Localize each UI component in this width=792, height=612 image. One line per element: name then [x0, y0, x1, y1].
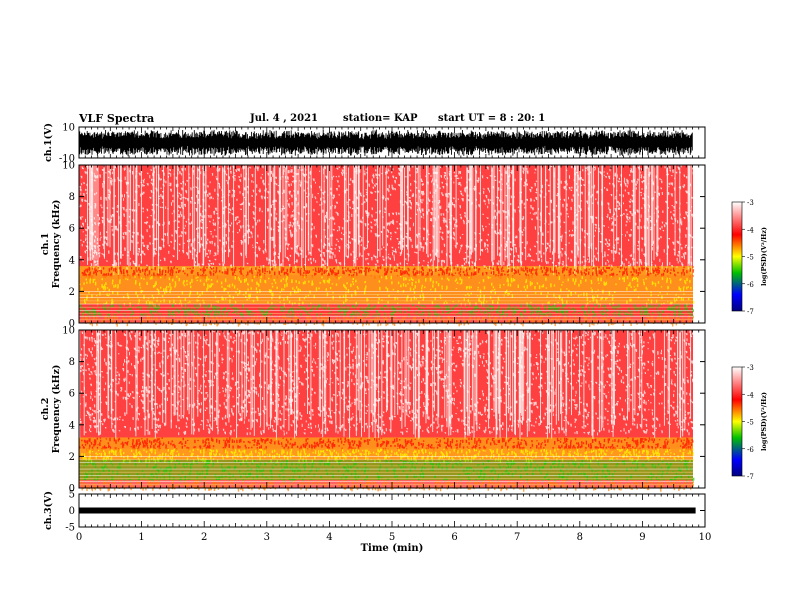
- y-tick-label: 2: [69, 287, 75, 298]
- y-axis-label: ch.1(V): [43, 123, 54, 162]
- x-tick-label: 3: [264, 532, 270, 543]
- y-tick-label: 5: [69, 490, 75, 501]
- colorbar-tick-label: -3: [747, 364, 754, 372]
- station-label: station= KAP: [343, 113, 418, 124]
- spectrogram-band-noise: [79, 480, 694, 492]
- y-axis-label: ch.1Frequency (kHz): [40, 200, 62, 289]
- spectrogram-band-noise: [79, 304, 694, 319]
- y-tick-label: 0: [69, 506, 75, 517]
- x-tick-label: 4: [326, 532, 332, 543]
- y-tick-label: 4: [69, 420, 75, 431]
- x-tick-label: 10: [699, 532, 712, 543]
- colorbar-tick-label: -5: [747, 254, 754, 262]
- y-tick-label: 10: [62, 123, 75, 134]
- colorbar-label: log(PSD)(V²/Hz): [760, 227, 768, 286]
- spectrogram-band: [79, 266, 693, 276]
- y-tick-label: 10: [62, 326, 75, 337]
- colorbar-tick-label: -7: [747, 308, 754, 316]
- spectrogram-band-noise: [79, 459, 695, 484]
- date-label: Jul. 4 , 2021: [250, 113, 318, 124]
- colorbar-tick-label: -6: [747, 281, 754, 289]
- colorbar-tick-label: -4: [747, 226, 754, 234]
- colorbar: [731, 201, 743, 312]
- x-tick-label: 6: [451, 532, 457, 543]
- ch3-signal-series: [79, 507, 696, 514]
- y-tick-label: 10: [62, 161, 75, 172]
- x-tick-label: 2: [201, 532, 207, 543]
- start-time-label: start UT = 8 : 20: 1: [438, 113, 546, 124]
- x-tick-label: 7: [514, 532, 520, 543]
- ch1-waveform-series: [78, 129, 693, 157]
- x-axis-label: Time (min): [361, 543, 424, 554]
- x-tick-label: 8: [577, 532, 583, 543]
- colorbar-tick-label: -6: [747, 446, 754, 454]
- spectrogram-streaks: [78, 330, 692, 441]
- spectrogram-band: [79, 275, 693, 305]
- spectrogram-band-noise: [79, 315, 694, 327]
- y-tick-label: -10: [59, 154, 75, 165]
- spectrogram-band: [79, 448, 693, 460]
- x-tick-label: 0: [76, 532, 82, 543]
- y-tick-label: 8: [69, 192, 75, 203]
- spectrogram-band: [79, 480, 693, 488]
- x-tick-label: 1: [138, 532, 144, 543]
- chart-title: VLF Spectra: [79, 112, 155, 125]
- y-tick-label: 6: [69, 224, 75, 235]
- y-tick-label: 6: [69, 389, 75, 400]
- spectrogram-band-noise: [81, 448, 695, 464]
- colorbar-tick-label: -5: [747, 419, 754, 427]
- spectrogram-band: [79, 459, 693, 481]
- spectrogram-band: [79, 304, 693, 316]
- colorbar: [731, 366, 743, 477]
- colorbar-tick-label: -7: [747, 473, 754, 481]
- colorbar-tick-label: -3: [747, 199, 754, 207]
- y-tick-label: -5: [65, 523, 75, 534]
- colorbar-tick-label: -4: [747, 391, 754, 399]
- spectrogram-band-noise: [79, 275, 695, 308]
- spectrogram-streaks: [78, 165, 692, 276]
- colorbar-label: log(PSD)(V²/Hz): [760, 392, 768, 451]
- x-tick-label: 9: [639, 532, 645, 543]
- y-axis-label: ch.2Frequency (kHz): [40, 365, 62, 454]
- x-tick-label: 5: [389, 532, 395, 543]
- y-tick-label: 4: [69, 255, 75, 266]
- y-tick-label: 2: [69, 452, 75, 463]
- y-tick-label: 8: [69, 357, 75, 368]
- y-tick-label: 0: [69, 319, 75, 330]
- y-tick-label: 0: [69, 484, 75, 495]
- y-axis-label: ch.3(V): [43, 491, 54, 530]
